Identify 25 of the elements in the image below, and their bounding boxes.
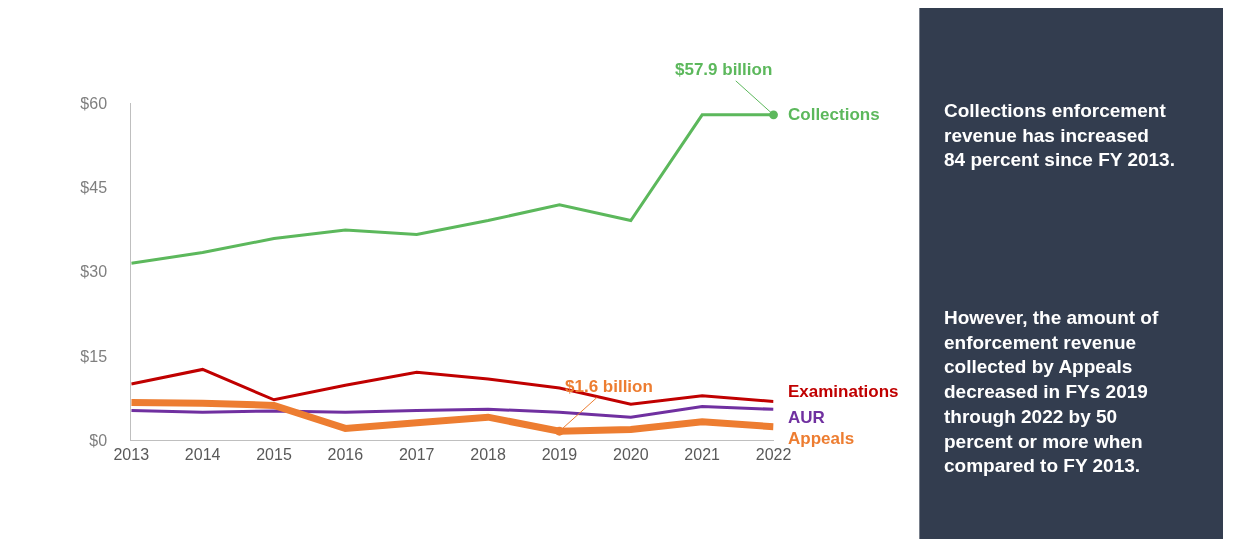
annotation: $1.6 billion (565, 377, 653, 396)
series-label: Appeals (788, 429, 855, 448)
x-tick-label: 2020 (613, 446, 649, 464)
x-tick-label: 2022 (755, 446, 792, 464)
x-tick-label: 2018 (470, 446, 506, 464)
y-tick-label: $0 (89, 431, 108, 449)
x-tick-label: 2017 (398, 446, 435, 464)
x-tick-label: 2013 (113, 446, 150, 464)
x-tick-label: 2021 (684, 446, 721, 464)
x-tick-label: 2015 (256, 446, 292, 464)
y-tick-label: $15 (80, 347, 108, 365)
series-label: Collections (788, 105, 880, 124)
text: However, the amount of enforcement revenue collected by Appeals decreased in FYs 2019 through 2022 by 50 percent or more when compared to FY 2013. (944, 307, 1159, 477)
text: Collections enforcement revenue has increased 84 percent since FY 2013. (944, 100, 1175, 171)
y-tick-label: $30 (80, 263, 108, 281)
series-label: AUR (788, 408, 825, 427)
x-tick-label: 2016 (327, 446, 364, 464)
series-label: Examinations (788, 382, 899, 401)
y-tick-label: $45 (80, 178, 108, 196)
x-tick-label: 2019 (541, 446, 578, 464)
annotation: $57.9 billion (675, 60, 773, 79)
x-tick-label: 2014 (184, 446, 221, 464)
line-series (131, 367, 774, 406)
y-tick-label: $60 (80, 94, 108, 112)
line-series (131, 405, 774, 419)
